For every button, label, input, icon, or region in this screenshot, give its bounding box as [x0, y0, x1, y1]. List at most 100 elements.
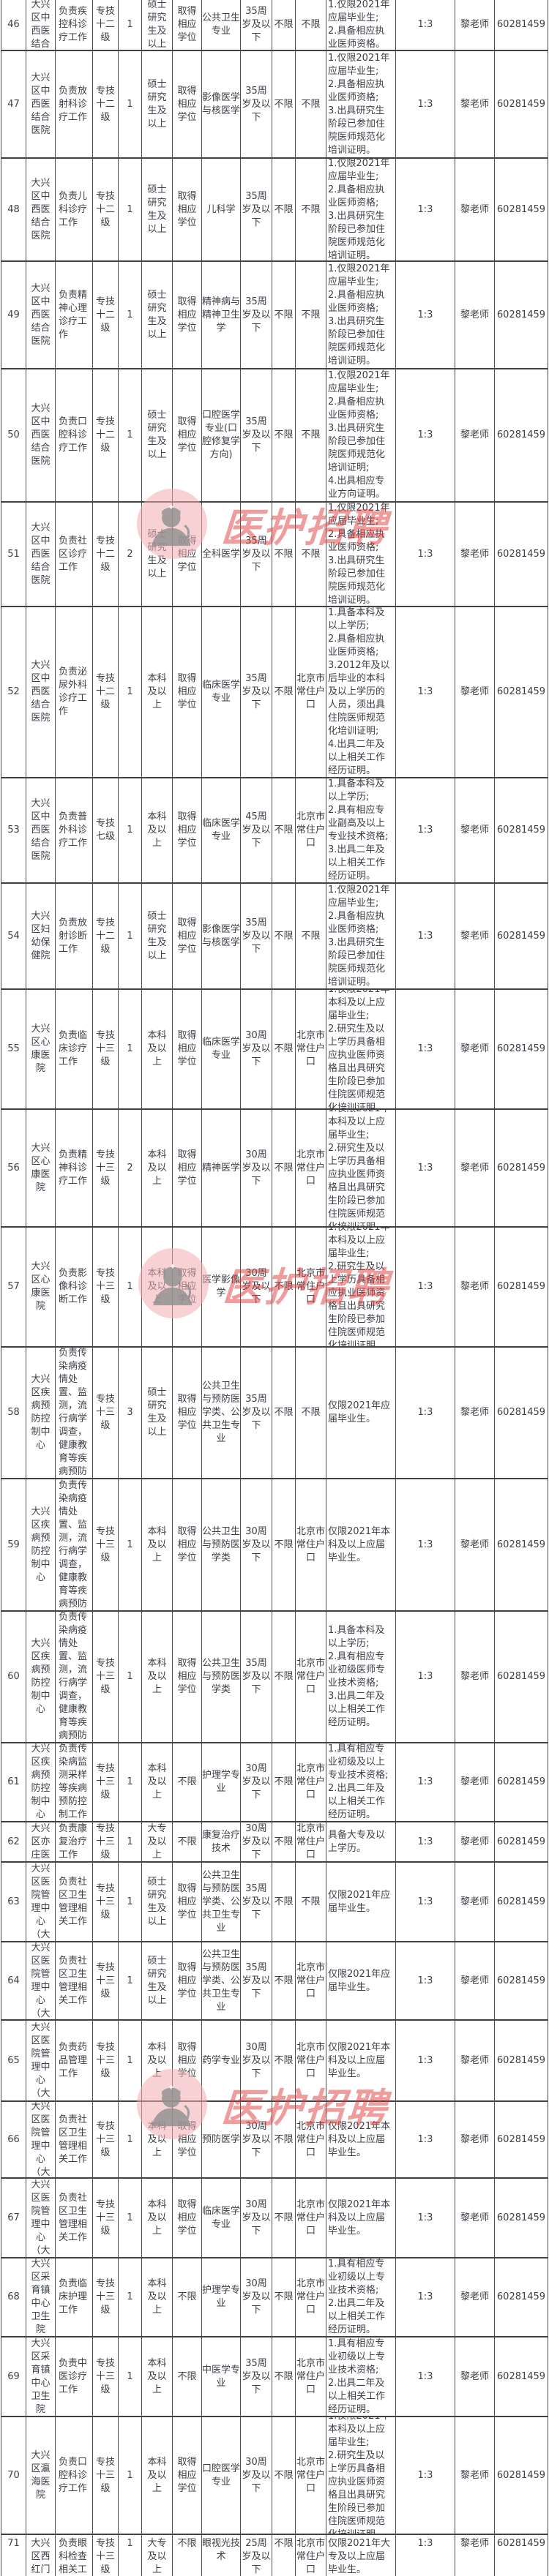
cell-interview-ratio: 1:3: [396, 1822, 455, 1861]
cell-gender-limit: 不限: [272, 2021, 296, 2100]
cell-level: 专技十三级: [93, 1612, 119, 1742]
cell-household: 北京市常住户口: [296, 990, 326, 1108]
cell-gender-limit: 不限: [272, 2337, 296, 2416]
cell-gender-limit: 不限: [272, 159, 296, 260]
cell-interview-ratio: 1:3: [396, 2337, 455, 2416]
cell-household: 不限: [296, 1348, 326, 1478]
cell-level: 专技十三级: [93, 2021, 119, 2100]
table-row: 53 大兴区中西医结合医院 负责普外科诊疗工作 专技七级 1 本科及以上 取得相…: [1, 778, 548, 884]
cell-degree: 取得相应学位: [173, 1863, 202, 1941]
cell-other-requirements: 1.具有相应专业初级以上专业技术资格; 2.出具二年及以上相关工作经历证明。: [326, 2258, 396, 2336]
cell-unit: 大兴区瀛海医院: [26, 2417, 56, 2534]
cell-level: 专技十二级: [93, 607, 119, 777]
cell-gender-limit: 不限: [272, 0, 296, 50]
cell-household: 不限: [296, 503, 326, 606]
cell-gender-limit: 不限: [272, 369, 296, 501]
cell-other-requirements: 仅限2021年应届毕业生。: [326, 1348, 396, 1478]
cell-duty: 负责疾控科诊疗工作: [56, 0, 93, 50]
cell-phone-number: 60281459: [496, 686, 546, 697]
cell-education: 本科及以上: [142, 1228, 173, 1346]
cell-interview-ratio: 1:3: [396, 2258, 455, 2336]
cell-household: 北京市常住户口: [296, 1822, 326, 1861]
cell-contact-person: 黎老师: [455, 884, 495, 988]
cell-major: 精神医学: [202, 1110, 241, 1226]
cell-other-requirements: 1.仅限2021年应届毕业生; 2.具备相应执业医师资格; 3.出具研究生阶段已…: [326, 369, 396, 501]
cell-degree: 取得相应学位: [173, 503, 202, 606]
cell-unit: 大兴区中西医结合医院: [26, 778, 56, 882]
cell-contact-person: 黎老师: [455, 503, 495, 606]
cell-level: 专技十三级: [93, 1863, 119, 1941]
table-row: 66 大兴区医院管理中心（大 负责社区卫生管理相关工作 专技十三级 1 本科及以…: [1, 2102, 548, 2179]
cell-household: 不限: [296, 369, 326, 501]
cell-household: 北京市常住户口: [296, 1942, 326, 2019]
cell-interview-ratio: 1:3: [396, 369, 455, 501]
cell-unit: 大兴区西红门医院: [26, 2535, 56, 2576]
cell-age-limit: 25周岁及以下: [241, 2535, 272, 2576]
cell-level: 专技十三级: [93, 2337, 119, 2416]
cell-row-number: 65: [1, 2021, 26, 2100]
cell-duty: 负责口腔科诊疗工作: [56, 369, 93, 501]
cell-row-number: 47: [1, 51, 26, 157]
cell-major: 护理学专业: [202, 2258, 241, 2336]
cell-interview-ratio: 1:3: [396, 1863, 455, 1941]
cell-other-requirements: 仅限2021年本科及以上应届毕业生。: [326, 2179, 396, 2257]
cell-household: 不限: [296, 0, 326, 50]
cell-household: 不限: [296, 159, 326, 260]
cell-major: 公共卫生与预防医学类、公共卫生专业: [202, 1942, 241, 2019]
cell-education: 硕士研究生及以上: [142, 1863, 173, 1941]
cell-contact-person: 黎老师: [455, 778, 495, 882]
cell-other-requirements: 具备大专及以上学历。: [326, 1822, 396, 1861]
cell-phone-number: 60281459: [496, 1407, 546, 1418]
cell-other-requirements: 1.仅限2021年本科及以上应届毕业生; 2.研究生及以上学历具备相应执业医师资…: [326, 2417, 396, 2534]
cell-gender-limit: 不限: [272, 884, 296, 988]
cell-education: 硕士研究生及以上: [142, 262, 173, 368]
cell-interview-ratio: 1:3: [396, 1348, 455, 1478]
cell-major: 影像医学与核医学: [202, 884, 241, 988]
cell-household: 北京市常住户口: [296, 2102, 326, 2177]
cell-row-number: 62: [1, 1822, 26, 1861]
cell-row-number: 51: [1, 503, 26, 606]
cell-headcount: 1: [119, 2417, 142, 2534]
cell-interview-ratio: 1:3: [396, 1942, 455, 2019]
cell-level: 专技七级: [93, 778, 119, 882]
cell-other-requirements: 仅限2021年本科及以上应届毕业生。: [326, 2102, 396, 2177]
cell-other-requirements: 1.具有相应专业初级及以上专业技术资格; 2.出具二年及以上相关工作经历证明。: [326, 1743, 396, 1821]
cell-age-limit: 35周岁及以下: [241, 607, 272, 777]
table-row: 57 大兴区心康医院 负责影像科诊断工作 专技十三级 1 本科及以上 取得相应学…: [1, 1228, 548, 1348]
cell-level: 专技十二级: [93, 884, 119, 988]
cell-headcount: 1: [119, 369, 142, 501]
cell-age-limit: 35周岁及以下: [241, 369, 272, 501]
cell-degree: 取得相应学位: [173, 2102, 202, 2177]
cell-interview-ratio: 1:3: [396, 1110, 455, 1226]
cell-other-requirements: 1.具备本科及以上学历; 2.具有相应专业副高及以上专业技术资格; 3.出具二年…: [326, 778, 396, 882]
cell-education: 本科及以上: [142, 1743, 173, 1821]
cell-interview-ratio: 1:3: [396, 0, 455, 50]
cell-duty: 负责临床护理工作: [56, 2258, 93, 2336]
table-row: 62 大兴区亦庄医 负责康复治疗工作 专技十三级 1 大专及以上 不限 康复治疗…: [1, 1822, 548, 1863]
cell-headcount: 1: [119, 159, 142, 260]
cell-phone-number: 60281459: [496, 2054, 546, 2066]
cell-headcount: 1: [119, 1942, 142, 2019]
table-row: 67 大兴区医院管理中心（大 负责社区卫生管理相关工作 专技十三级 1 本科及以…: [1, 2179, 548, 2258]
cell-household: 北京市常住户口: [296, 2258, 326, 2336]
cell-phone-number: 60281459: [496, 1539, 546, 1550]
cell-row-number: 52: [1, 607, 26, 777]
table-row: 54 大兴区妇幼保健院 负责放射诊断工作 专技十二级 1 硕士研究生及以上 取得…: [1, 884, 548, 990]
cell-other-requirements: 仅限2021年应届毕业生。: [326, 1942, 396, 2019]
cell-major: 公共卫生专业: [202, 0, 241, 50]
cell-duty: 负责放射诊断工作: [56, 884, 93, 988]
cell-degree: 取得相应学位: [173, 1110, 202, 1226]
cell-age-limit: 35周岁及以下: [241, 1348, 272, 1478]
cell-row-number: 48: [1, 159, 26, 260]
cell-education: 本科及以上: [142, 2258, 173, 2336]
cell-duty: 负责传染病疫情处置、监测，流行病学调查，健康教育等疾病预防: [56, 1348, 93, 1478]
cell-gender-limit: 不限: [272, 2179, 296, 2257]
cell-phone-number: 60281459: [496, 429, 546, 440]
cell-phone-number: 60281459: [496, 1162, 546, 1174]
cell-phone-number: 60281459: [496, 930, 546, 942]
cell-household: 北京市常住户口: [296, 607, 326, 777]
cell-household: 北京市常住户口: [296, 2535, 326, 2576]
cell-phone-number: 60281459: [496, 19, 546, 30]
cell-headcount: 1: [119, 1863, 142, 1941]
cell-gender-limit: 不限: [272, 2535, 296, 2576]
